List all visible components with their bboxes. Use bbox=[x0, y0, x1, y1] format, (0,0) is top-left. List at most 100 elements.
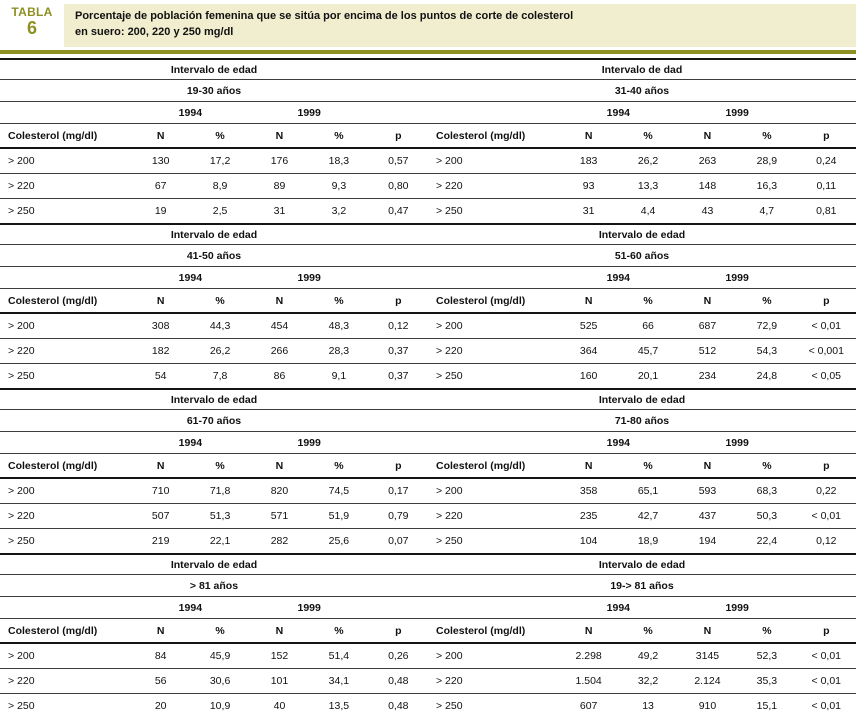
cell-value: 525 bbox=[558, 312, 619, 339]
interval-label: Intervalo de edad bbox=[427, 388, 856, 410]
col-header-n-1999: N bbox=[249, 288, 310, 313]
year-spacer bbox=[0, 266, 131, 289]
cell-value: 0,17 bbox=[368, 477, 428, 504]
col-header-pct-1999: % bbox=[737, 123, 797, 148]
cell-value: 8,9 bbox=[190, 173, 250, 199]
cell-value: 24,8 bbox=[737, 363, 797, 389]
cell-value: 364 bbox=[558, 338, 619, 364]
row-label: > 220 bbox=[427, 503, 559, 529]
cell-value: 49,2 bbox=[618, 642, 678, 669]
data-row: > 250 19 2,5 31 3,2 0,47 > 250 31 4,4 43 4,7 0,81 bbox=[0, 198, 856, 224]
cell-value: 0,12 bbox=[368, 312, 428, 339]
row-label: > 220 bbox=[0, 668, 131, 694]
year-spacer bbox=[427, 266, 559, 289]
year-spacer bbox=[368, 101, 428, 124]
col-header-n-1999: N bbox=[677, 453, 738, 478]
data-row: > 250 20 10,9 40 13,5 0,48 > 250 607 13 910 15,1 < … bbox=[0, 693, 856, 715]
col-header-n-1994: N bbox=[130, 123, 191, 148]
data-row: > 200 130 17,2 176 18,3 0,57 > 200 183 26,2 263 28… bbox=[0, 147, 856, 174]
cell-value: 4,7 bbox=[737, 198, 797, 224]
col-header-n-1999: N bbox=[677, 618, 738, 643]
cell-value: 0,12 bbox=[796, 528, 856, 554]
cell-value: 0,80 bbox=[368, 173, 428, 199]
cell-value: 607 bbox=[558, 693, 619, 715]
col-header-pct-1999: % bbox=[737, 453, 797, 478]
cholesterol-table: Intervalo de edad Intervalo de dad 19-30 a… bbox=[0, 58, 856, 715]
row-label: > 250 bbox=[0, 693, 131, 715]
age-range-label: 51-60 años bbox=[427, 244, 856, 267]
cell-value: 54 bbox=[130, 363, 191, 389]
col-header-p: p bbox=[368, 288, 428, 313]
col-header-pct-1999: % bbox=[737, 618, 797, 643]
cell-value: 40 bbox=[249, 693, 310, 715]
cell-value: 18,9 bbox=[618, 528, 678, 554]
cell-value: 2,5 bbox=[190, 198, 250, 224]
interval-row: Intervalo de edad Intervalo de edad bbox=[0, 553, 856, 575]
year-label: 1994 bbox=[130, 266, 250, 289]
cell-value: 9,3 bbox=[309, 173, 369, 199]
cell-value: 2.298 bbox=[558, 642, 619, 669]
cell-value: 0,07 bbox=[368, 528, 428, 554]
data-row: > 220 182 26,2 266 28,3 0,37 > 220 364 45,7 512 54… bbox=[0, 338, 856, 364]
cell-value: < 0,01 bbox=[796, 693, 856, 715]
cell-value: 31 bbox=[249, 198, 310, 224]
row-label: > 200 bbox=[427, 312, 559, 339]
cell-value: 454 bbox=[249, 312, 310, 339]
cell-value: 26,2 bbox=[618, 147, 678, 174]
year-spacer bbox=[368, 431, 428, 454]
col-header-colesterol: Colesterol (mg/dl) bbox=[427, 618, 559, 643]
cell-value: 52,3 bbox=[737, 642, 797, 669]
years-row: 1994 1999 1994 1999 bbox=[0, 101, 856, 124]
cell-value: 72,9 bbox=[737, 312, 797, 339]
col-header-colesterol: Colesterol (mg/dl) bbox=[427, 288, 559, 313]
age-range-label: 61-70 años bbox=[0, 409, 428, 432]
age-range-row: > 81 años 19-> 81 años bbox=[0, 574, 856, 597]
data-row: > 220 67 8,9 89 9,3 0,80 > 220 93 13,3 148 16,3 0,1… bbox=[0, 173, 856, 199]
cell-value: 182 bbox=[130, 338, 191, 364]
col-header-p: p bbox=[796, 453, 856, 478]
cell-value: 51,4 bbox=[309, 642, 369, 669]
col-header-n-1999: N bbox=[249, 618, 310, 643]
interval-row: Intervalo de edad Intervalo de edad bbox=[0, 388, 856, 410]
interval-label: Intervalo de edad bbox=[0, 58, 428, 80]
year-spacer bbox=[796, 101, 856, 124]
cell-value: 101 bbox=[249, 668, 310, 694]
col-header-p: p bbox=[796, 123, 856, 148]
col-header-colesterol: Colesterol (mg/dl) bbox=[0, 453, 131, 478]
year-label: 1999 bbox=[677, 431, 797, 454]
year-spacer bbox=[368, 266, 428, 289]
cell-value: 130 bbox=[130, 147, 191, 174]
interval-row: Intervalo de edad Intervalo de dad bbox=[0, 58, 856, 80]
cell-value: < 0,05 bbox=[796, 363, 856, 389]
row-label: > 220 bbox=[0, 173, 131, 199]
cell-value: 13,5 bbox=[309, 693, 369, 715]
interval-label: Intervalo de edad bbox=[0, 223, 428, 245]
row-label: > 250 bbox=[0, 528, 131, 554]
col-header-pct-1999: % bbox=[309, 453, 369, 478]
col-header-p: p bbox=[796, 288, 856, 313]
col-header-pct-1994: % bbox=[190, 618, 250, 643]
cell-value: 104 bbox=[558, 528, 619, 554]
col-header-n-1999: N bbox=[249, 453, 310, 478]
cell-value: 28,3 bbox=[309, 338, 369, 364]
col-header-n-1994: N bbox=[130, 453, 191, 478]
col-header-pct-1994: % bbox=[190, 123, 250, 148]
year-label: 1999 bbox=[249, 101, 369, 124]
cell-value: 71,8 bbox=[190, 477, 250, 504]
row-label: > 250 bbox=[427, 528, 559, 554]
year-label: 1994 bbox=[130, 101, 250, 124]
cell-value: 35,3 bbox=[737, 668, 797, 694]
cell-value: 0,47 bbox=[368, 198, 428, 224]
table-title-bar: Porcentaje de población femenina que se … bbox=[64, 4, 856, 47]
age-range-label: > 81 años bbox=[0, 574, 428, 597]
year-label: 1999 bbox=[249, 266, 369, 289]
year-spacer bbox=[427, 101, 559, 124]
cell-value: 3,2 bbox=[309, 198, 369, 224]
cell-value: 56 bbox=[130, 668, 191, 694]
cell-value: 183 bbox=[558, 147, 619, 174]
year-label: 1994 bbox=[130, 431, 250, 454]
table-body: Intervalo de edad Intervalo de dad 19-30 a… bbox=[0, 58, 856, 715]
cell-value: 10,9 bbox=[190, 693, 250, 715]
year-spacer bbox=[796, 431, 856, 454]
cell-value: 51,3 bbox=[190, 503, 250, 529]
